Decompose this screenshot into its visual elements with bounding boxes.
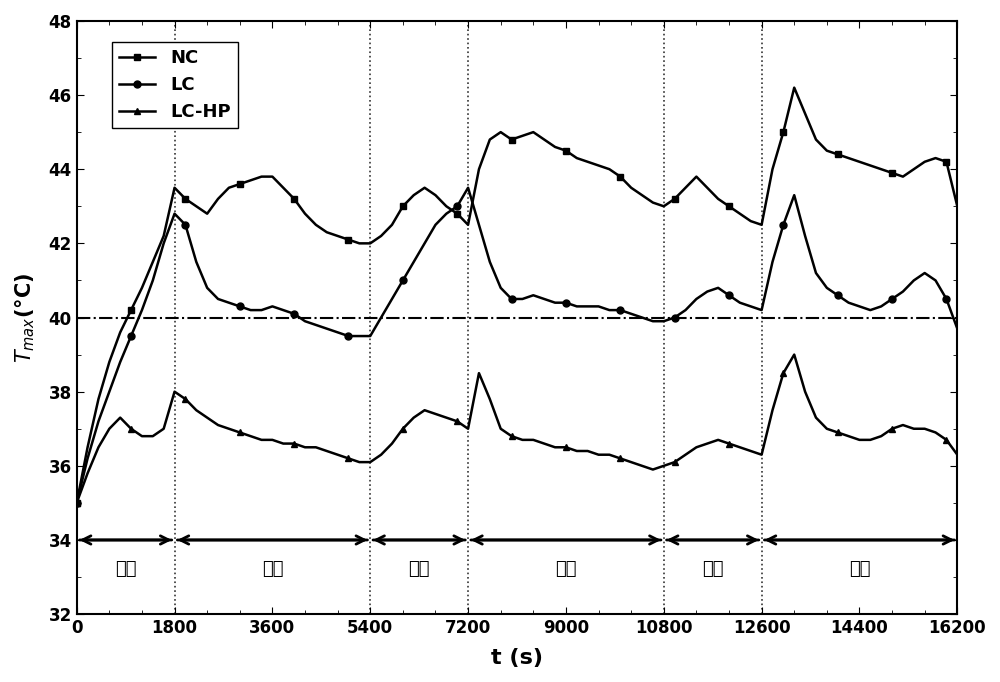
LC — [788, 191, 800, 199]
LC-HP — [951, 451, 963, 459]
LC-HP — [277, 439, 289, 447]
LC-HP — [71, 499, 83, 507]
Text: 充电: 充电 — [555, 561, 577, 578]
NC — [321, 228, 333, 237]
LC-HP — [484, 395, 496, 403]
Line: NC: NC — [73, 84, 961, 506]
Y-axis label: $T_{max}$(°C): $T_{max}$(°C) — [14, 272, 37, 363]
NC — [277, 183, 289, 192]
Legend: NC, LC, LC-HP: NC, LC, LC-HP — [112, 42, 238, 128]
LC — [495, 284, 507, 292]
Text: 放电: 放电 — [702, 561, 723, 578]
NC — [777, 128, 789, 136]
LC — [321, 325, 333, 333]
Text: 放电: 放电 — [408, 561, 430, 578]
LC-HP — [788, 351, 800, 359]
LC-HP — [777, 369, 789, 377]
LC — [277, 306, 289, 314]
Line: LC: LC — [73, 184, 961, 506]
LC-HP — [321, 447, 333, 455]
LC — [766, 258, 778, 266]
Text: 充电: 充电 — [849, 561, 870, 578]
Line: LC-HP: LC-HP — [73, 351, 961, 506]
LC — [71, 499, 83, 507]
LC — [310, 321, 322, 329]
LC-HP — [310, 443, 322, 451]
NC — [310, 221, 322, 229]
NC — [484, 136, 496, 144]
Text: 放电: 放电 — [115, 561, 136, 578]
NC — [951, 202, 963, 210]
NC — [756, 221, 768, 229]
NC — [71, 499, 83, 507]
LC-HP — [756, 451, 768, 459]
X-axis label: t (s): t (s) — [491, 648, 543, 668]
NC — [788, 83, 800, 91]
LC — [462, 183, 474, 192]
LC — [951, 325, 963, 333]
Text: 充电: 充电 — [262, 561, 283, 578]
